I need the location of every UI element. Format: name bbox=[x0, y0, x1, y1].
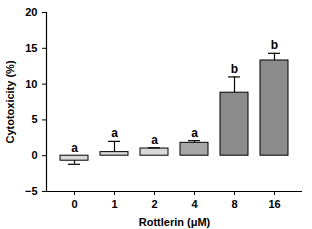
svg-text:2: 2 bbox=[151, 198, 157, 210]
svg-text:a: a bbox=[151, 133, 158, 147]
svg-text:0: 0 bbox=[71, 198, 77, 210]
svg-text:Cytotoxicity (%): Cytotoxicity (%) bbox=[4, 60, 16, 143]
svg-text:4: 4 bbox=[191, 198, 198, 210]
svg-text:1: 1 bbox=[111, 198, 117, 210]
svg-text:b: b bbox=[271, 38, 278, 52]
svg-text:10: 10 bbox=[25, 78, 37, 90]
svg-text:a: a bbox=[191, 126, 198, 140]
svg-text:Rottlerin (μM): Rottlerin (μM) bbox=[139, 216, 211, 228]
svg-text:16: 16 bbox=[268, 198, 280, 210]
svg-text:15: 15 bbox=[25, 42, 37, 54]
svg-text:0: 0 bbox=[31, 149, 37, 161]
svg-text:a: a bbox=[111, 126, 118, 140]
svg-text:−5: −5 bbox=[25, 185, 38, 197]
svg-text:a: a bbox=[71, 141, 78, 155]
svg-text:8: 8 bbox=[231, 198, 237, 210]
svg-text:b: b bbox=[231, 62, 238, 76]
svg-text:20: 20 bbox=[25, 6, 37, 18]
svg-text:5: 5 bbox=[31, 113, 37, 125]
